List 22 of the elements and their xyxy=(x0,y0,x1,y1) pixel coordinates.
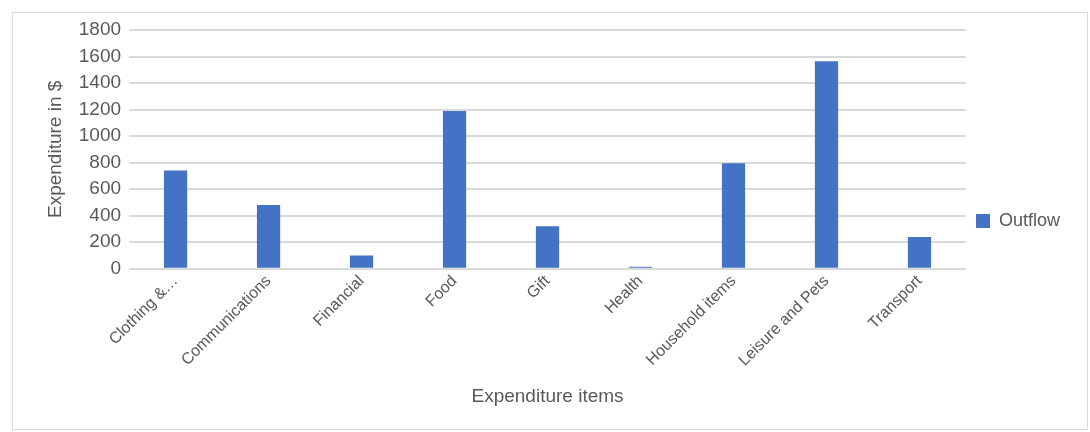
bar xyxy=(721,163,746,268)
bar xyxy=(163,170,188,268)
y-tick-label: 800 xyxy=(89,150,122,172)
bar xyxy=(349,255,374,268)
bar xyxy=(256,205,281,268)
x-tick-label: Gift xyxy=(523,271,554,302)
bar xyxy=(535,226,560,268)
y-tick-label: 0 xyxy=(110,256,122,278)
y-tick-label: 600 xyxy=(89,177,122,199)
y-tick-label: 1800 xyxy=(78,18,122,40)
y-axis-title: Expenditure in $ xyxy=(43,80,65,219)
y-tick-label: 1600 xyxy=(78,44,122,66)
y-tick-label: 400 xyxy=(89,203,122,225)
y-tick-label: 1000 xyxy=(78,124,122,146)
legend-label: Outflow xyxy=(998,209,1061,230)
bar xyxy=(442,110,467,268)
bar xyxy=(907,236,932,268)
y-tick-label: 1200 xyxy=(78,97,122,119)
bar xyxy=(814,61,839,268)
y-tick-label: 1400 xyxy=(78,71,122,93)
y-tick-label: 200 xyxy=(89,230,122,252)
x-axis-title: Expenditure items xyxy=(471,384,624,406)
